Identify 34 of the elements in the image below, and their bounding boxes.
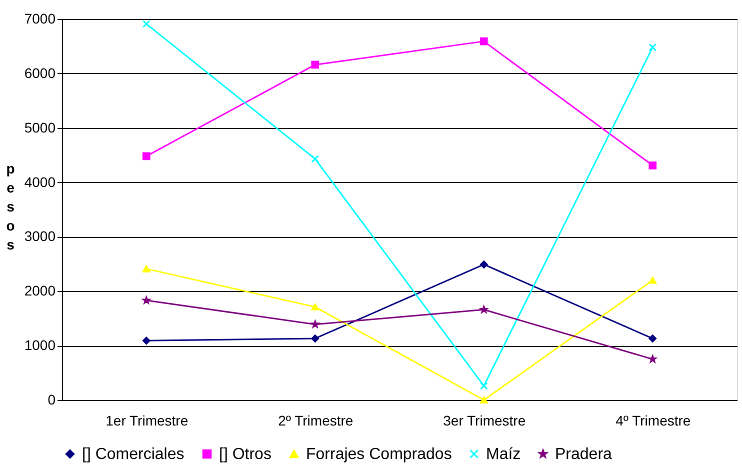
point: [480, 37, 488, 46]
point: [648, 334, 657, 342]
point: [142, 265, 150, 272]
point: [480, 382, 488, 390]
point: [480, 260, 488, 268]
legend-label: [] Otros: [219, 446, 272, 463]
point: [311, 303, 320, 310]
point: [311, 334, 320, 342]
x-tick-label: 2º Trimestre: [278, 412, 354, 428]
y-tick-label: 3000: [24, 228, 56, 244]
legend-label: Forrajes Comprados: [306, 446, 452, 463]
x-tick-label: 1er Trimestre: [106, 412, 188, 428]
point: [311, 60, 320, 69]
legend-label: Pradera: [555, 446, 612, 463]
y-tick-label: 2000: [24, 282, 56, 299]
y-tick-label: 6000: [24, 64, 56, 81]
point: [142, 152, 150, 160]
legend-label: Maíz: [486, 446, 521, 463]
y-tick-label: 7000: [24, 10, 56, 26]
y-axis-title: pesos: [6, 160, 15, 252]
x-tick-label: 4º Trimestre: [616, 412, 691, 428]
y-tick-label: 1000: [24, 337, 56, 354]
point: [648, 162, 657, 170]
y-tick-label: 0: [48, 392, 56, 408]
point: [311, 154, 320, 163]
point: [142, 20, 150, 28]
x-tick-label: 3er Trimestre: [443, 412, 526, 428]
legend-label: [] Comerciales: [82, 446, 184, 463]
point: [480, 396, 488, 404]
y-tick-label: 4000: [24, 174, 56, 190]
y-tick-label: 5000: [24, 119, 56, 136]
point: [648, 43, 657, 52]
point: [648, 276, 657, 284]
point: [142, 336, 150, 345]
